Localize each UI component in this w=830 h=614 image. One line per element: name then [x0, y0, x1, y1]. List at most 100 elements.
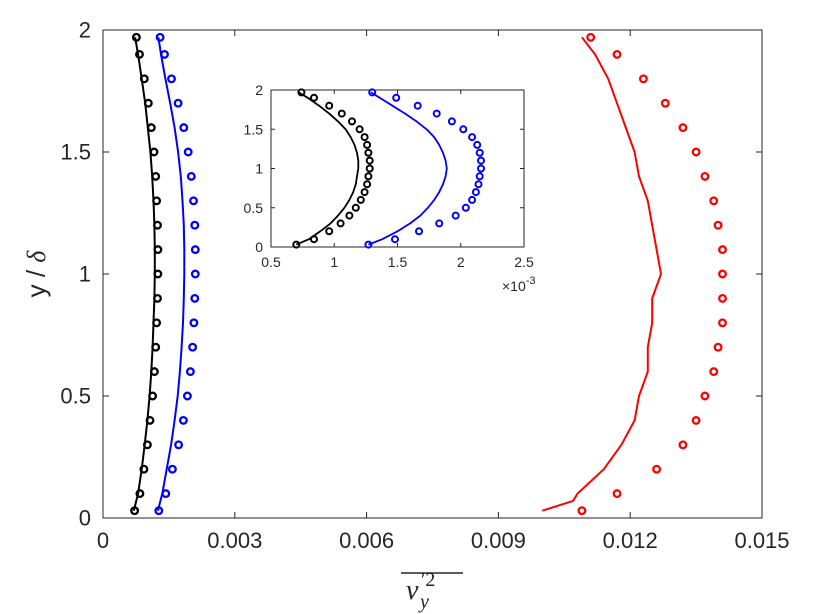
main-y-tick-label: 0 — [79, 506, 91, 531]
inset-series-1-point — [363, 180, 372, 189]
inset-series-3-point — [477, 164, 485, 173]
main-series-5-point — [713, 342, 723, 352]
main-series-3-point — [185, 367, 195, 377]
main-series-5-point — [718, 245, 727, 255]
main-series-3-point — [190, 220, 200, 230]
inset-x-tick-label: 1 — [330, 254, 338, 270]
inset-series-3-point — [468, 133, 477, 142]
inset-series-1-point — [351, 203, 360, 212]
inset-y-tick-label: 1.5 — [244, 121, 264, 137]
main-series-3-point — [190, 293, 200, 303]
y-axis-label: y / δ — [21, 250, 51, 298]
main-series-1-point — [153, 220, 162, 230]
main-series-2-line — [156, 37, 186, 511]
main-x-tick-label: 0.006 — [339, 528, 394, 553]
inset-axes-box — [270, 89, 525, 248]
inset-series-3-point — [461, 203, 470, 212]
main-series-5-point — [660, 98, 670, 108]
main-series-group — [130, 32, 727, 516]
inset-series-1-point — [325, 227, 334, 236]
inset-y-tick-label: 1 — [255, 161, 263, 177]
main-y-tick-label: 1.5 — [60, 140, 91, 165]
inset-series-3-point — [435, 219, 444, 228]
svg-text:v: v — [406, 575, 419, 606]
main-series-5-point — [700, 391, 710, 401]
main-series-1-point — [149, 367, 159, 377]
main-series-0-line — [132, 37, 156, 511]
main-x-tick-label: 0.015 — [734, 528, 789, 553]
main-series-1-point — [146, 123, 156, 133]
main-series-3-point — [155, 32, 165, 42]
main-series-5-point — [586, 32, 596, 42]
inset-series-3-point — [473, 140, 482, 149]
main-series-1-point — [153, 245, 163, 255]
inset-series-3-point — [415, 227, 423, 236]
inset-series-3-point — [459, 125, 468, 134]
main-series-5-point — [709, 367, 719, 377]
inset-series-1-point — [336, 219, 345, 228]
main-series-5-point — [718, 269, 727, 279]
main-y-tick-label: 0.5 — [60, 384, 91, 409]
main-series-1-point — [130, 506, 140, 516]
inset-series-3-point — [477, 156, 485, 165]
inset-series-1-point — [310, 235, 318, 244]
inset-series-1-point — [365, 164, 374, 173]
main-series-1-point — [151, 171, 161, 181]
main-series-3-point — [154, 506, 164, 516]
inset-series-1-point — [345, 211, 354, 220]
main-y-tick-label: 2 — [79, 18, 91, 43]
main-series-3-point — [178, 415, 188, 425]
main-series-1-point — [152, 196, 162, 206]
main-series-5-point — [678, 440, 688, 450]
main-series-1-point — [135, 489, 145, 499]
main-series-5-point — [700, 171, 710, 181]
main-series-5-point — [652, 464, 662, 474]
inset-series-3-point — [447, 117, 456, 126]
inset-series-1-point — [360, 133, 369, 142]
inset-y-tick-label: 2 — [255, 82, 263, 98]
main-series-5-point — [713, 220, 723, 230]
main-series-1-point — [131, 32, 141, 42]
inset-series-1-point — [364, 172, 373, 181]
inset-series-3-point — [413, 101, 422, 110]
main-series-3-point — [188, 342, 198, 352]
inset-series-group — [292, 88, 485, 249]
inset-series-1-point — [325, 101, 334, 110]
inset-series-0-line — [295, 91, 360, 246]
main-series-5-point — [691, 415, 701, 425]
main-series-1-point — [139, 74, 149, 84]
main-series-3-point — [174, 440, 184, 450]
main-series-1-point — [139, 464, 149, 474]
main-x-tick-label: 0.012 — [603, 528, 658, 553]
main-x-tick-label: 0.003 — [207, 528, 262, 553]
main-series-5-point — [638, 74, 648, 84]
main-series-1-point — [145, 415, 155, 425]
main-series-5-point — [709, 196, 719, 206]
main-series-3-point — [183, 147, 193, 157]
main-series-1-point — [143, 98, 153, 108]
main-series-3-point — [179, 123, 189, 133]
inset-x-multiplier: ×10-3 — [502, 275, 536, 294]
main-series-3-point — [189, 318, 199, 328]
inset-series-1-point — [365, 156, 374, 165]
main-series-1-point — [148, 391, 158, 401]
main-y-tick-label: 1 — [79, 262, 91, 287]
inset-series-1-point — [363, 140, 372, 149]
main-series-3-point — [190, 245, 200, 255]
main-series-5-point — [691, 147, 701, 157]
inset-series-3-point — [392, 93, 401, 102]
inset-series-3-point — [364, 240, 373, 249]
inset-series-3-point — [368, 88, 377, 97]
main-series-5-point — [718, 293, 727, 303]
inset-ticks-group: 0.5 1 1.5 2 2.500.511.52 — [244, 82, 534, 270]
inset-series-1-point — [364, 148, 373, 157]
main-series-1-point — [153, 269, 163, 279]
inset-series-3-point — [432, 109, 441, 118]
inset-series-1-point — [337, 109, 346, 118]
main-series-1-point — [153, 293, 162, 303]
main-series-1-point — [142, 440, 152, 450]
inset-x-tick-label: 0.5 — [261, 254, 281, 270]
inset-series-2-line — [368, 91, 448, 246]
inset-series-3-point — [468, 195, 477, 204]
